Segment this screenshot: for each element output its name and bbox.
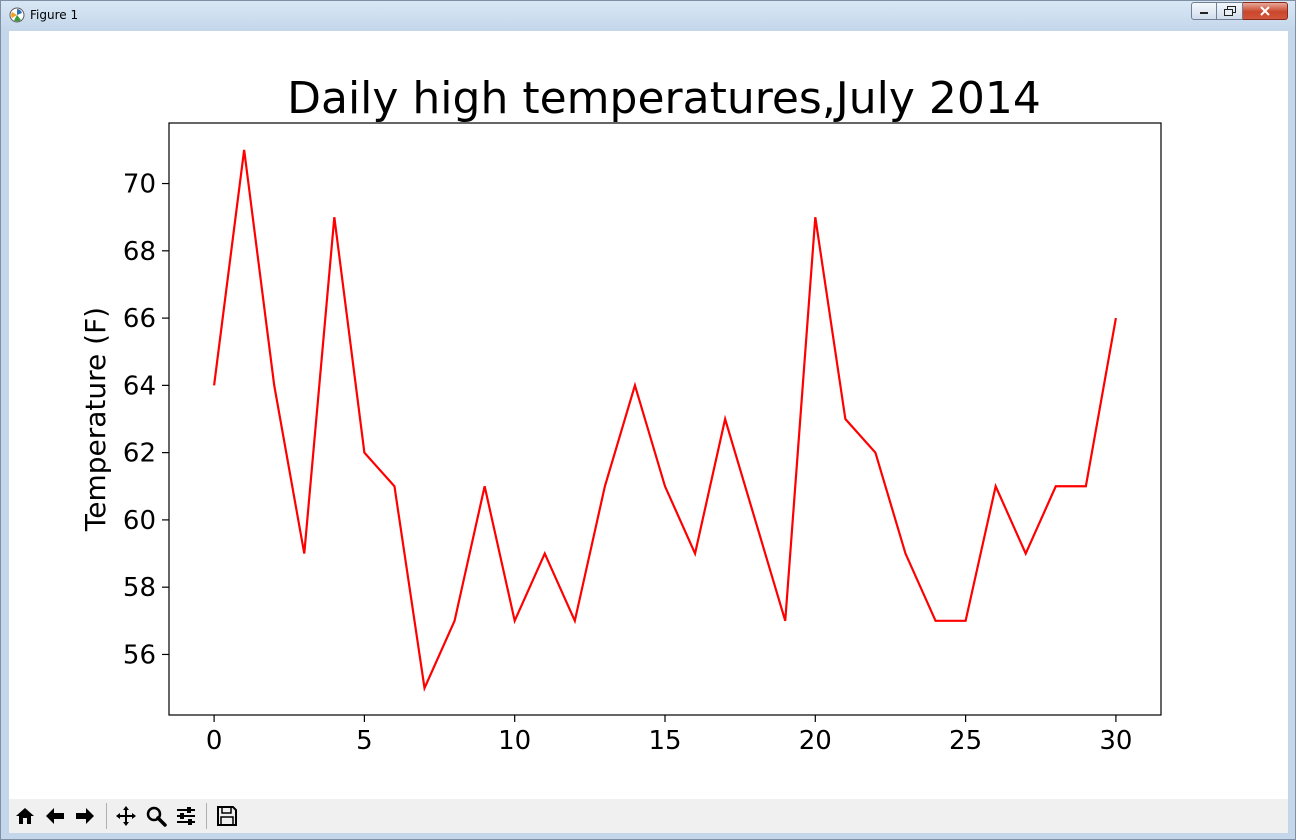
x-tick-label: 0 <box>206 726 223 756</box>
pan-icon <box>116 806 136 826</box>
plot-area <box>168 122 1162 716</box>
series-line <box>212 149 1117 692</box>
x-tick-label: 25 <box>949 726 982 756</box>
home-icon <box>16 808 34 824</box>
maximize-button[interactable] <box>1217 2 1243 20</box>
window-title: Figure 1 <box>30 8 79 22</box>
x-tick-label: 20 <box>799 726 832 756</box>
x-tick-label: 15 <box>648 726 681 756</box>
back-button[interactable] <box>41 801 69 831</box>
close-icon <box>1260 6 1270 16</box>
y-tick-label: 70 <box>123 170 156 200</box>
toolbar-separator <box>106 803 107 829</box>
window-controls <box>1191 2 1288 22</box>
y-tick-label: 62 <box>123 439 156 469</box>
y-tick-label: 68 <box>123 237 156 267</box>
forward-button[interactable] <box>71 801 99 831</box>
x-tick-label: 10 <box>498 726 531 756</box>
y-tick-label: 64 <box>123 371 156 401</box>
title-bar[interactable]: Figure 1 <box>1 1 1295 31</box>
y-tick-label: 60 <box>123 506 156 536</box>
y-axis: 56 58 60 62 64 66 68 70 <box>123 170 169 670</box>
y-axis-label: Temperature (F) <box>79 307 112 532</box>
y-tick-label: 58 <box>123 573 156 603</box>
forward-icon <box>76 808 94 824</box>
y-tick-label: 66 <box>123 304 156 334</box>
minimize-button[interactable] <box>1191 2 1217 20</box>
x-axis: 0 5 10 15 20 25 30 <box>206 715 1132 756</box>
x-tick-label: 5 <box>356 726 373 756</box>
x-tick-label: 30 <box>1099 726 1132 756</box>
y-tick-label: 56 <box>123 640 156 670</box>
zoom-icon <box>146 806 167 827</box>
configure-subplots-icon <box>177 807 195 825</box>
save-button[interactable] <box>213 801 241 831</box>
app-icon <box>9 7 25 23</box>
close-button[interactable] <box>1243 2 1288 20</box>
series-group <box>212 149 1117 692</box>
restore-icon <box>1223 6 1236 16</box>
save-icon <box>217 806 237 826</box>
navigation-toolbar <box>9 799 1288 833</box>
figure-canvas[interactable]: Daily high temperatures,July 2014 Temper… <box>9 31 1288 799</box>
toolbar-separator <box>206 803 207 829</box>
pan-button[interactable] <box>112 801 140 831</box>
line-chart: Daily high temperatures,July 2014 Temper… <box>79 73 1162 756</box>
minimize-icon <box>1200 12 1208 14</box>
chart-title: Daily high temperatures,July 2014 <box>287 73 1041 124</box>
home-button[interactable] <box>11 801 39 831</box>
back-icon <box>46 808 64 824</box>
configure-subplots-button[interactable] <box>172 801 200 831</box>
zoom-button[interactable] <box>142 801 170 831</box>
